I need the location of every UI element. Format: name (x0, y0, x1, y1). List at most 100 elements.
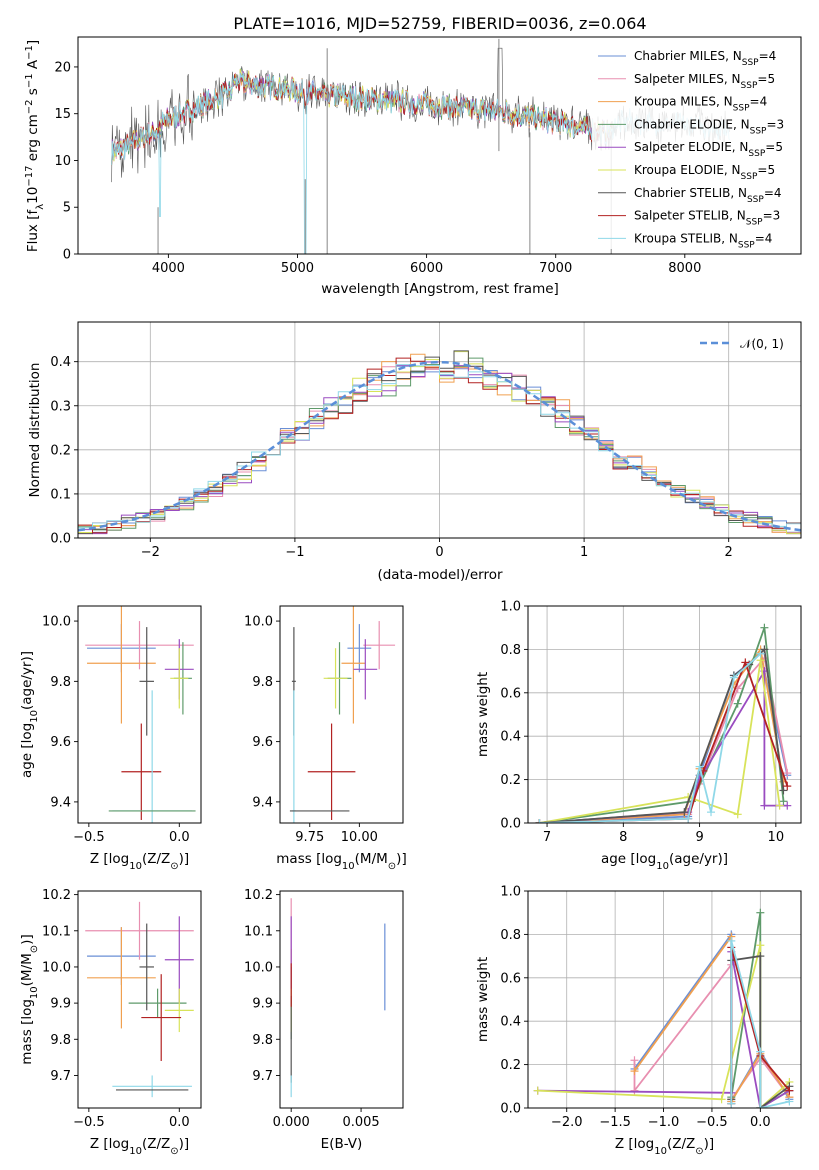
y-tick-label: 0.8 (500, 928, 521, 943)
weight-marker (783, 801, 792, 810)
label-part: =5 (765, 140, 783, 154)
label-part: Kroupa MILES, N (634, 95, 733, 109)
weight-marker (680, 808, 689, 817)
weight-marker (775, 801, 784, 810)
x-tick-label: −2 (141, 545, 160, 560)
y-tick-label: 0.6 (500, 971, 521, 986)
y-tick-label: 0.4 (50, 355, 71, 370)
label-part: s (25, 88, 41, 99)
tick-marks: 9.75 10.00 9.4 9.6 9.8 10.0 (244, 615, 378, 845)
weight-marker (785, 1097, 794, 1106)
y-tick-label: 0.2 (500, 1058, 521, 1073)
data-point (128, 988, 187, 1018)
y-tick-label: 1.0 (500, 600, 521, 615)
label-part: Chabrier ELODIE, N (634, 117, 750, 131)
label-part: SSP (733, 104, 750, 114)
y-tick-label: 0.8 (500, 643, 521, 658)
weight-marker (756, 1104, 765, 1108)
label-part: Kroupa STELIB, N (634, 231, 738, 245)
x-tick-label: 8 (619, 830, 627, 845)
data-point (170, 648, 189, 709)
x-tick-label: 9 (695, 830, 703, 845)
label-part: ⊙ (170, 861, 178, 872)
label-part: 10 (654, 1146, 667, 1157)
plot-area (85, 606, 196, 823)
label-part: (Z/Z (142, 1136, 170, 1152)
legend-entry: 𝒩(0, 1) (740, 337, 784, 351)
label-part: (Z/Z (667, 1136, 695, 1152)
label-part: )] (396, 851, 407, 867)
y-tick-label: 9.8 (252, 1033, 273, 1048)
label-part: =3 (766, 117, 784, 131)
x-tick-label: 2 (725, 545, 733, 560)
label-part: Z [log (90, 851, 129, 867)
x-axis-label: Z [log10(Z/Z⊙)] (90, 1136, 189, 1157)
label-part: ⊙ (170, 1146, 178, 1157)
x-tick-label: 0.000 (273, 1115, 310, 1130)
data-point (121, 723, 162, 820)
label-part: Salpeter ELODIE, N (634, 140, 748, 154)
y-tick-label: 0.4 (500, 1015, 521, 1030)
label-part: −2 (24, 99, 35, 114)
label-part: )] (179, 851, 190, 867)
weight-marker (760, 645, 769, 654)
y-tick-label: 0.4 (500, 730, 521, 745)
y-tick-label: 9.7 (252, 1069, 273, 1084)
data-point (87, 606, 156, 724)
tick-marks: −0.5 0.0 9.4 9.6 9.8 10.0 (42, 615, 190, 845)
x-axis-label: age [log10(age/yr)] (601, 851, 728, 872)
label-part: 10 (342, 861, 355, 872)
histogram-series (78, 350, 801, 535)
axes-frame (77, 605, 202, 824)
weight-marker (756, 941, 765, 950)
label-part: =4 (750, 95, 768, 109)
gaussian-curve (78, 360, 801, 532)
label-part: Chabrier MILES, N (634, 49, 742, 63)
weight-series-line (539, 667, 788, 823)
weight-marker (756, 908, 765, 917)
y-tick-label: 10 (54, 154, 71, 169)
weight-vs-metallicity-panel: −2.0 −1.5 −1.0 −0.5 0.0 0.0 0.2 0.4 0.6 0.8 1.0 Z [… (475, 885, 802, 1157)
label-part: Salpeter MILES, N (634, 72, 741, 86)
y-axis-label: mass [log10(M/M⊙)] (19, 934, 40, 1064)
label-part: −1 (24, 45, 35, 60)
weight-marker (727, 936, 736, 945)
label-part: ] (25, 40, 41, 45)
x-tick-label: −1 (285, 545, 304, 560)
x-tick-label: 6000 (410, 261, 443, 276)
label-part: (Z/Z (142, 851, 170, 867)
x-tick-label: 8000 (668, 261, 701, 276)
y-tick-label: 0.6 (500, 686, 521, 701)
x-axis-label: mass [log10(M/M⊙)] (276, 851, 406, 872)
weight-series-line (539, 659, 789, 823)
weight-marker (779, 797, 788, 806)
label-part: Z [log (615, 1136, 654, 1152)
y-tick-label: 10.2 (244, 888, 273, 903)
label-part: )] (19, 934, 35, 945)
mass-vs-metallicity-panel: −0.5 0.09.79.89.910.010.110.2Z [log10(Z/Z… (19, 888, 202, 1157)
y-tick-label: 9.8 (252, 675, 273, 690)
weight-marker (760, 801, 769, 810)
weight-series-line (539, 656, 789, 823)
y-tick-label: 10.0 (42, 615, 71, 630)
x-tick-label: 7 (543, 830, 551, 845)
y-tick-label: 9.9 (252, 997, 273, 1012)
label-part: Kroupa ELODIE, N (634, 163, 741, 177)
tick-marks: 7 8 9 10 0.0 0.2 0.4 0.6 0.8 1.0 (500, 600, 784, 846)
x-tick-label: 1 (580, 545, 588, 560)
weight-marker (717, 1095, 726, 1104)
label-part: (M/M (19, 953, 35, 986)
y-tick-label: 10.0 (42, 960, 71, 975)
label-part: mass [log (19, 999, 35, 1065)
label-part: mass [log (276, 851, 342, 867)
label-part: SSP (742, 58, 759, 68)
x-tick-label: 0.0 (750, 1115, 771, 1130)
label-part: (age/yr)] (19, 651, 35, 710)
y-tick-label: 1.0 (500, 885, 521, 900)
legend-entry: Salpeter ELODIE, NSSP=5 (634, 140, 783, 159)
histogram-series (78, 364, 801, 535)
weight-marker (707, 808, 716, 817)
spectrum-panel: 4000 5000 6000 7000 8000 0 5 10 15 20 PLATE=1016, … (24, 14, 802, 297)
weight-marker (733, 810, 742, 819)
